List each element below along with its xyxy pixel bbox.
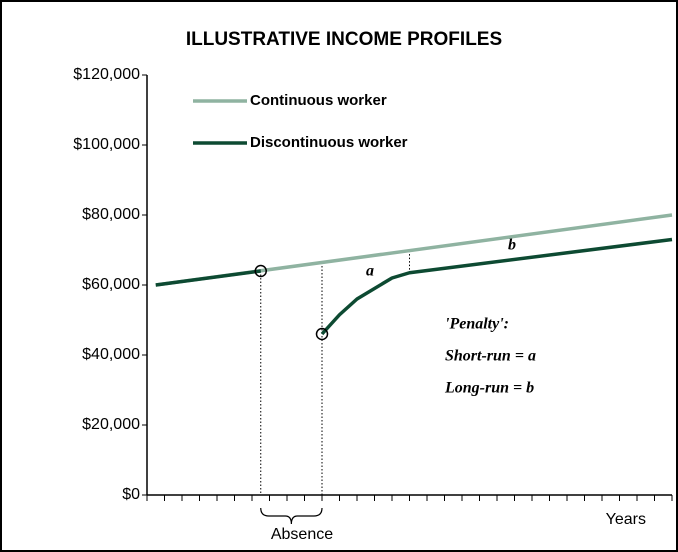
series-line <box>320 237 673 336</box>
short-run: Short-run = a <box>445 348 536 365</box>
y-tick-label: $120,000 <box>73 66 140 83</box>
legend-label: Continuous worker <box>250 92 387 109</box>
long-label: b <box>508 237 516 254</box>
marker-circle <box>254 264 267 278</box>
penalty: 'Penalty': <box>445 316 509 333</box>
short-label: a <box>366 263 374 280</box>
marker-circle <box>315 327 329 341</box>
legend-label: Discontinuous worker <box>250 134 408 151</box>
chart-title: ILLUSTRATIVE INCOME PROFILES <box>186 29 502 50</box>
y-tick-label: $60,000 <box>82 276 140 293</box>
y-tick-label: $40,000 <box>82 346 140 363</box>
y-tick-label: $20,000 <box>82 416 140 433</box>
long-run: Long-run = b <box>444 380 534 397</box>
absence-label: Absence <box>271 526 333 543</box>
series-line <box>155 269 261 287</box>
absence-brace <box>260 507 323 525</box>
y-tick-label: $0 <box>122 486 140 503</box>
x-axis-label: Years <box>606 511 646 528</box>
y-tick-label: $100,000 <box>73 136 140 153</box>
y-tick-label: $80,000 <box>82 206 140 223</box>
